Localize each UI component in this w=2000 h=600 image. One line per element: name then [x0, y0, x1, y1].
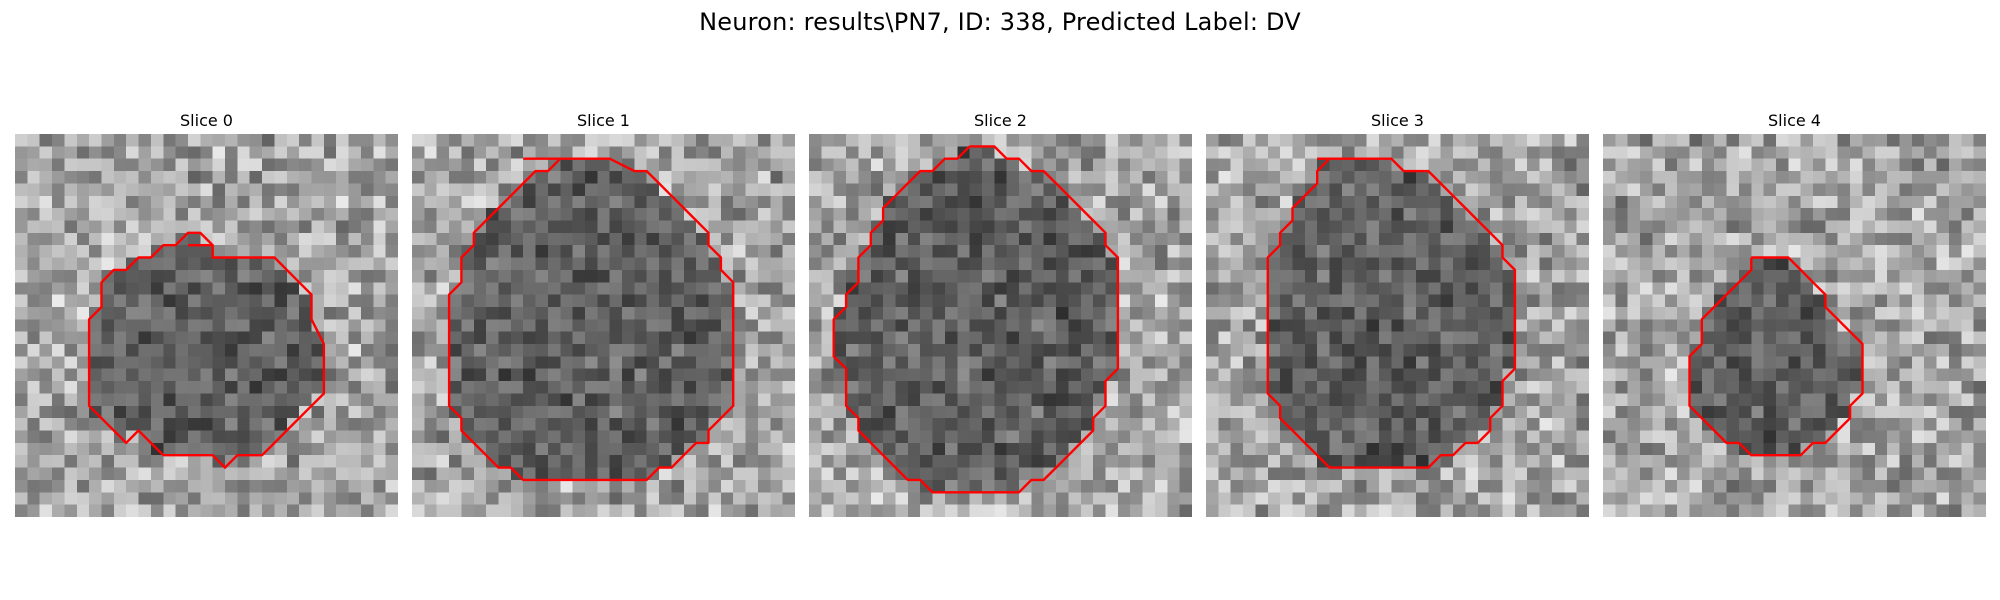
contour-overlay-3: [1266, 157, 1517, 469]
roi-contour-2: [832, 145, 1120, 494]
roi-contour-3: [1266, 157, 1517, 469]
slice-title-1: Slice 1: [577, 111, 630, 130]
contour-overlay-1: [447, 157, 735, 482]
grayscale-image-3: [1206, 134, 1589, 517]
roi-contour-1: [447, 157, 735, 482]
grayscale-image-1: [412, 134, 795, 517]
slice-title-0: Slice 0: [180, 111, 233, 130]
grayscale-image-4: [1603, 134, 1986, 517]
roi-contour-4: [1688, 256, 1864, 457]
roi-contour-0: [87, 231, 326, 469]
slice-title-2: Slice 2: [974, 111, 1027, 130]
slice-panel-4: Slice 4: [1603, 108, 1986, 517]
slice-title-3: Slice 3: [1371, 111, 1424, 130]
slice-panel-3: Slice 3: [1206, 108, 1589, 517]
slice-image-2: [809, 134, 1192, 517]
grayscale-image-0: [15, 134, 398, 517]
slice-panel-1: Slice 1: [412, 108, 795, 517]
slice-image-1: [412, 134, 795, 517]
slice-title-4: Slice 4: [1768, 111, 1821, 130]
slice-panel-2: Slice 2: [809, 108, 1192, 517]
slice-image-4: [1603, 134, 1986, 517]
slice-image-0: [15, 134, 398, 517]
figure-title: Neuron: results\PN7, ID: 338, Predicted …: [699, 8, 1301, 36]
contour-overlay-2: [832, 145, 1120, 494]
slice-panel-0: Slice 0: [15, 108, 398, 517]
contour-overlay-0: [87, 231, 326, 469]
slice-image-3: [1206, 134, 1589, 517]
contour-overlay-4: [1688, 256, 1864, 457]
grayscale-image-2: [809, 134, 1192, 517]
